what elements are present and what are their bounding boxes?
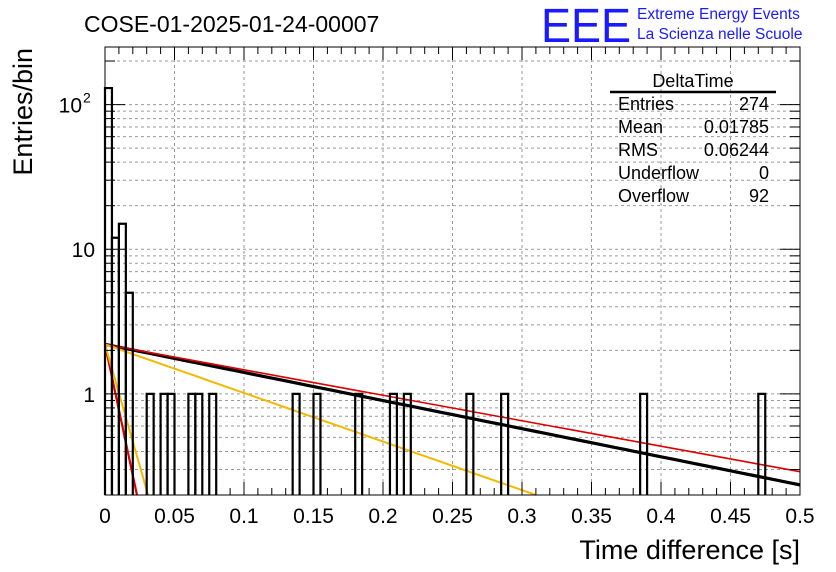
x-axis-label: Time difference [s] <box>579 535 800 565</box>
stats-box: DeltaTime Entries 274 Mean 0.01785 RMS 0.0624… <box>610 71 776 206</box>
x-tick-label: 0.4 <box>646 505 676 528</box>
stats-value: 92 <box>749 186 769 206</box>
histogram-bin <box>500 392 510 495</box>
fit-line <box>104 343 801 473</box>
y-tick-label: 10 <box>59 95 82 118</box>
histogram-bin <box>124 291 134 495</box>
logo-mark: EEE <box>541 0 631 53</box>
histogram-bin <box>291 392 301 495</box>
x-tick-label: 0.25 <box>432 505 473 528</box>
x-tick-label: 0.2 <box>368 505 397 528</box>
stats-label: Underflow <box>618 163 700 183</box>
histogram-bin <box>208 392 218 495</box>
x-tick-labels: 0 0.05 0.1 0.15 0.2 0.25 0.3 0.35 0.4 0.45 0.5 <box>99 505 814 528</box>
stats-value: 0.01785 <box>704 117 769 137</box>
x-tick-label: 0.05 <box>154 505 195 528</box>
fit-line <box>103 344 139 496</box>
histogram-bin <box>312 392 322 495</box>
stats-label: RMS <box>618 140 658 160</box>
x-tick-label: 0.45 <box>710 505 751 528</box>
eee-logo: EEE Extreme Energy Events La Scienza nel… <box>541 0 802 53</box>
logo-line1: Extreme Energy Events <box>637 6 800 23</box>
y-tick-label: 1 <box>83 384 95 407</box>
histogram-bin <box>757 392 767 495</box>
histogram-bin <box>354 392 364 495</box>
y-tick-label: 10 <box>72 239 95 262</box>
stats-value: 0.06244 <box>704 140 769 160</box>
stats-title: DeltaTime <box>652 71 733 91</box>
histogram-bin <box>465 392 475 495</box>
histogram-bin <box>388 392 398 495</box>
histogram-bin <box>639 392 649 495</box>
x-tick-label: 0 <box>99 505 111 528</box>
axis-ticks <box>104 47 801 496</box>
x-tick-label: 0.15 <box>293 505 334 528</box>
x-tick-label: 0.5 <box>785 505 814 528</box>
fit-line <box>104 342 801 487</box>
histogram-bin <box>145 392 155 495</box>
chart-title: COSE-01-2025-01-24-00007 <box>84 11 379 37</box>
y-tick-label-exponent: 2 <box>83 90 91 106</box>
histogram-bin <box>194 392 204 495</box>
stats-label: Entries <box>618 94 674 114</box>
y-axis-label: Entries/bin <box>8 48 38 176</box>
histogram-bin <box>166 392 176 495</box>
logo-line2: La Scienza nelle Scuole <box>637 26 802 43</box>
x-tick-label: 0.1 <box>229 505 258 528</box>
histogram-bars <box>103 86 767 495</box>
x-tick-label: 0.3 <box>507 505 536 528</box>
stats-value: 0 <box>759 163 769 183</box>
histogram-bin <box>402 392 412 495</box>
x-tick-label: 0.35 <box>571 505 612 528</box>
stats-value: 274 <box>739 94 769 114</box>
stats-label: Mean <box>618 117 663 137</box>
stats-label: Overflow <box>618 186 690 206</box>
